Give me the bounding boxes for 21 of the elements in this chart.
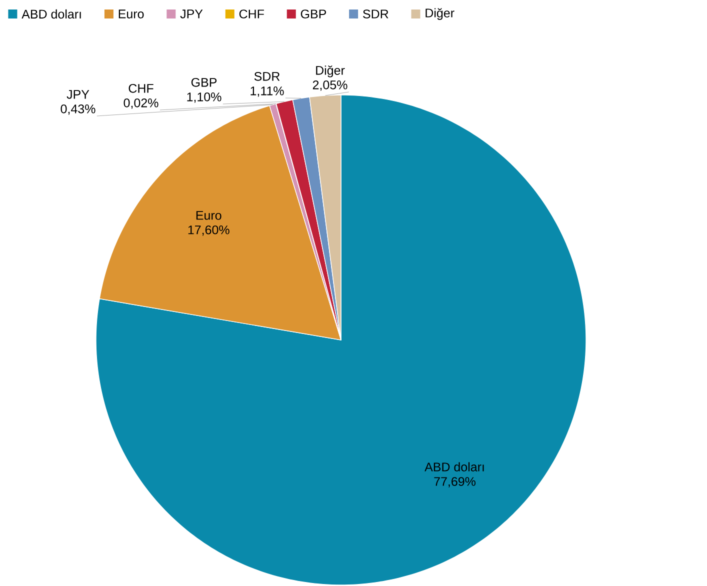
data-label: 0,02% [124, 98, 158, 109]
slice-label: Euro [196, 211, 222, 220]
data-label: 2,05% [312, 80, 348, 91]
slice-label: JPY [66, 90, 90, 99]
data-label: 1,10% [187, 92, 222, 103]
data-label: 17,60% [188, 225, 230, 236]
data-label: 0,43% [60, 104, 96, 115]
slice-label: ABD doları [424, 462, 484, 472]
data-label: 77,69% [434, 477, 476, 488]
legend-label: Diğer [426, 8, 454, 20]
legend-label: Euro [118, 10, 144, 18]
legend-label: SDR [363, 10, 388, 18]
legend-label: GBP [300, 10, 326, 18]
slice-label: GBP [191, 78, 217, 87]
legend-label: ABD doları [22, 9, 81, 19]
slice-label: CHF [128, 84, 154, 93]
slice-label: SDR [254, 72, 280, 81]
legend-label: JPY [180, 10, 203, 18]
legend-label: CHF [239, 10, 264, 18]
data-label: 1,11% [250, 86, 284, 97]
slice-label: Diğer [316, 65, 345, 78]
